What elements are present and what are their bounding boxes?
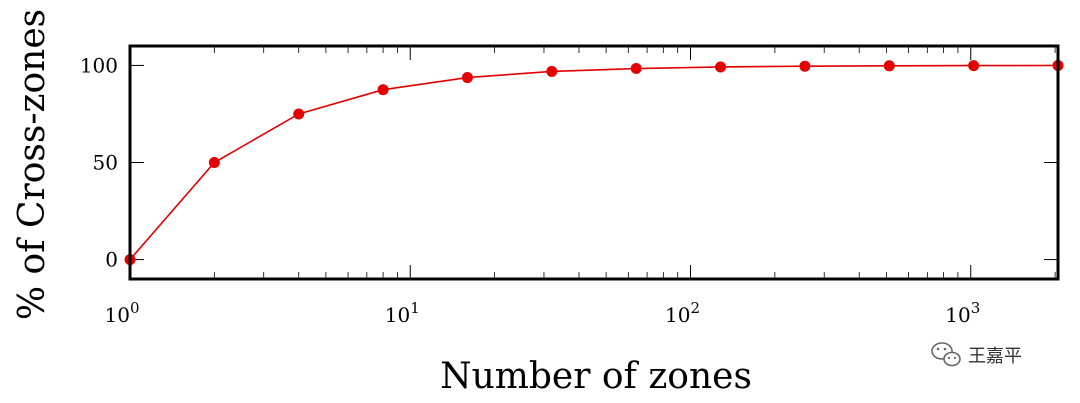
x-axis-title: Number of zones — [440, 356, 752, 397]
major-ticks — [129, 46, 1058, 279]
x-tick-label: 100 — [105, 299, 140, 327]
x-tick-labels: 100 101 102 103 — [105, 299, 981, 327]
data-point — [968, 60, 980, 72]
y-axis-title: % of Cross-zones — [12, 9, 53, 320]
x-tick-label: 103 — [945, 299, 980, 327]
data-point — [208, 157, 220, 168]
y-tick-label: 100 — [80, 53, 118, 77]
data-point — [377, 84, 389, 96]
data-point — [461, 72, 473, 84]
series-line — [129, 64, 1059, 261]
watermark: 王嘉平 — [931, 342, 1022, 367]
data-point — [799, 60, 811, 72]
y-tick-label: 0 — [105, 248, 118, 272]
watermark-text: 王嘉平 — [968, 346, 1022, 367]
y-tick-labels: 0 50 100 — [80, 53, 118, 271]
series-layer — [124, 60, 1064, 266]
wechat-icon — [931, 342, 961, 367]
minor-ticks — [213, 46, 1056, 279]
x-tick-label: 102 — [665, 299, 700, 327]
data-point — [546, 65, 558, 77]
plot-frame — [128, 44, 1060, 281]
x-tick-label: 101 — [385, 299, 420, 327]
y-tick-label: 50 — [93, 151, 118, 175]
data-point — [630, 63, 642, 75]
data-point — [715, 61, 727, 73]
data-point — [293, 108, 305, 120]
data-point — [883, 60, 895, 72]
